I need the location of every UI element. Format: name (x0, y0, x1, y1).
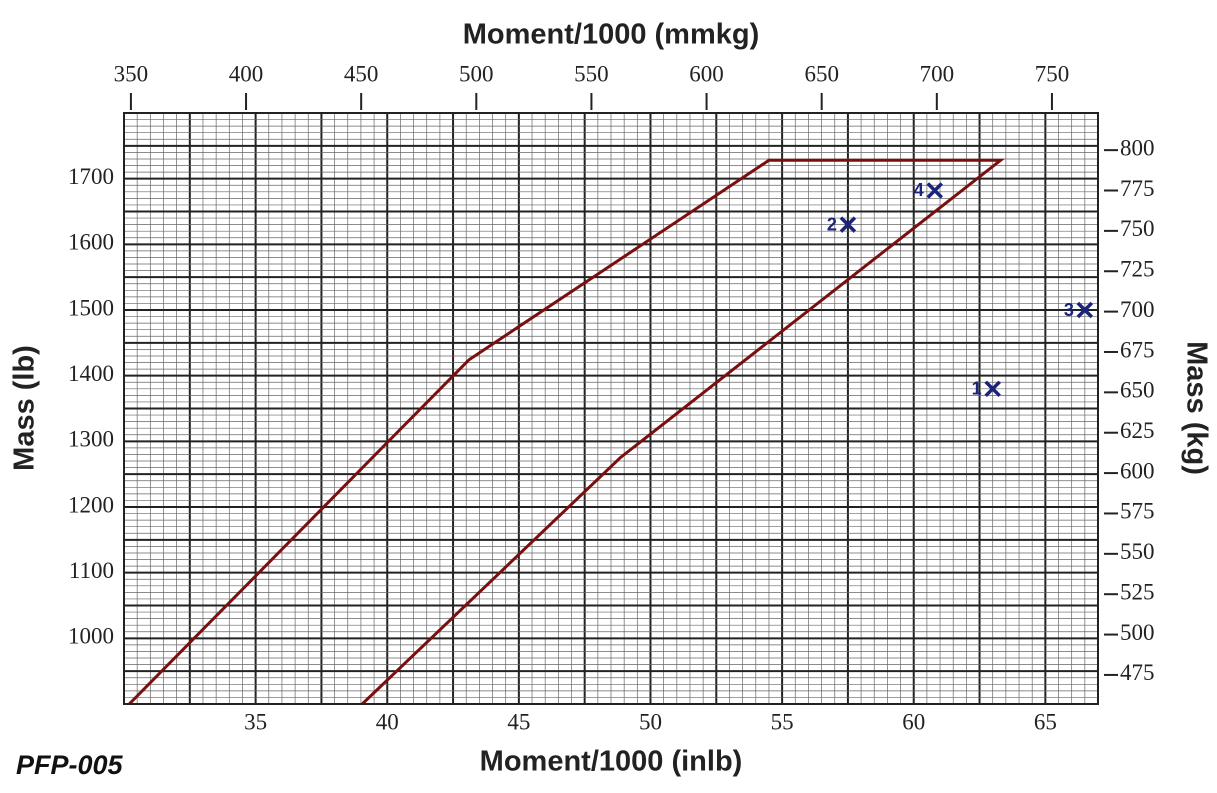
y-tick-label: 1300 (68, 427, 114, 452)
marks (128, 158, 1005, 704)
y-tick-label: 1500 (68, 295, 114, 320)
x2-tick-label: 600 (689, 61, 724, 86)
y-tick-label: 1100 (69, 558, 114, 583)
y2-tick-label: 650 (1120, 378, 1155, 403)
x2-tick-label: 450 (344, 61, 379, 86)
y2-tick-label: 475 (1120, 660, 1155, 685)
plot-frame (123, 112, 1099, 705)
x2-tick-label: 500 (459, 61, 494, 86)
top-axis-title: Moment/1000 (mmkg) (463, 19, 760, 51)
footer-code: PFP-005 (16, 750, 124, 780)
point-marker (1076, 301, 1094, 319)
point-label: 3 (1064, 300, 1074, 320)
x2-tick-label: 700 (920, 61, 955, 86)
point-label: 4 (914, 180, 924, 200)
point-label: 1 (972, 379, 982, 399)
x2-tick-label: 550 (574, 61, 609, 86)
grid (123, 112, 1099, 705)
y2-tick-label: 725 (1120, 257, 1155, 282)
y2-tick-label: 775 (1120, 176, 1155, 201)
x-tick-label: 65 (1034, 709, 1057, 734)
point-marker (984, 380, 1001, 398)
y-tick-label: 1000 (68, 624, 114, 649)
y2-tick-label: 700 (1120, 297, 1155, 322)
y2-tick-label: 800 (1120, 135, 1155, 160)
x-tick-label: 45 (507, 709, 530, 734)
point-marker (926, 182, 944, 199)
y2-tick-label: 675 (1120, 337, 1155, 362)
y2-tick-label: 600 (1120, 458, 1155, 483)
y2-tick-label: 550 (1120, 539, 1155, 564)
bottom-axis-title: Moment/1000 (inlb) (480, 746, 743, 778)
x-tick-label: 60 (902, 709, 925, 734)
y-tick-label: 1400 (68, 361, 114, 386)
right-axis-title: Mass (kg) (1180, 341, 1212, 475)
x2-tick-label: 650 (804, 61, 839, 86)
point-label: 2 (827, 214, 837, 234)
x-tick-label: 50 (639, 709, 662, 734)
y-tick-label: 1700 (68, 164, 114, 189)
y2-tick-label: 575 (1120, 499, 1155, 524)
y-tick-label: 1200 (68, 492, 114, 517)
y2-tick-label: 500 (1120, 620, 1155, 645)
point-marker (839, 216, 857, 233)
x-tick-label: 40 (376, 709, 399, 734)
x2-tick-label: 350 (114, 61, 149, 86)
left-axis-title: Mass (lb) (9, 345, 41, 471)
x-tick-label: 55 (771, 709, 794, 734)
x-tick-label: 35 (244, 709, 267, 734)
y2-tick-label: 750 (1120, 216, 1155, 241)
x2-tick-label: 400 (229, 61, 264, 86)
x2-tick-label: 750 (1035, 61, 1070, 86)
envelope-line (128, 158, 1005, 704)
y2-tick-label: 625 (1120, 418, 1155, 443)
y2-tick-label: 525 (1120, 579, 1155, 604)
y-tick-label: 1600 (68, 230, 114, 255)
